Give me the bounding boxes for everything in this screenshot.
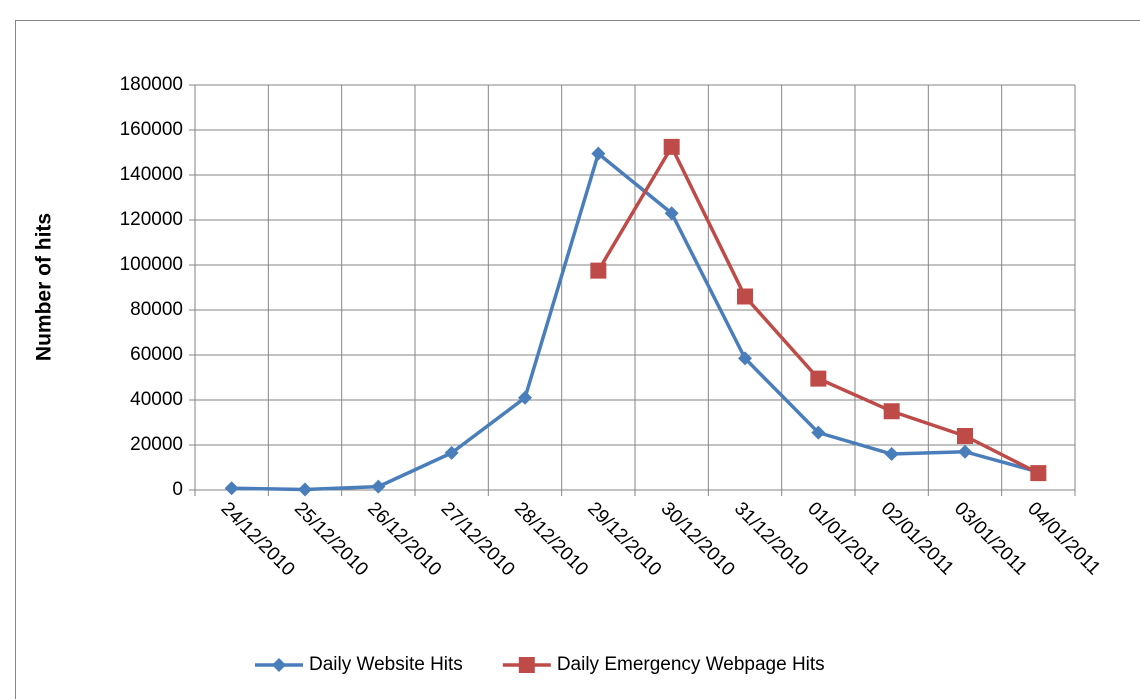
y-tick-label: 20000	[130, 434, 183, 455]
y-tick-label: 180000	[120, 74, 183, 95]
point-marker	[518, 657, 535, 673]
series-line	[231, 151, 1039, 492]
point-marker	[298, 482, 312, 497]
point-marker	[224, 481, 239, 496]
point-marker	[590, 262, 607, 279]
point-marker	[663, 138, 680, 155]
point-marker	[371, 479, 386, 494]
chart-frame	[15, 20, 1140, 699]
point-marker	[1030, 465, 1047, 482]
point-marker	[444, 445, 459, 460]
legend-label: Daily Website Hits	[309, 654, 463, 675]
y-axis-label: Number of hits	[33, 213, 56, 361]
point-marker	[883, 403, 900, 420]
y-tick-label: 120000	[120, 209, 183, 230]
point-marker	[957, 428, 973, 444]
y-tick-label: 160000	[120, 119, 183, 140]
y-tick-label: 0	[172, 479, 183, 500]
point-marker	[272, 658, 286, 672]
point-marker	[884, 447, 899, 461]
point-marker	[591, 146, 606, 161]
point-marker	[664, 206, 679, 221]
y-tick-label: 80000	[130, 299, 183, 320]
point-marker	[737, 288, 753, 305]
y-tick-label: 60000	[130, 344, 183, 365]
point-marker	[518, 390, 532, 405]
point-marker	[738, 351, 752, 366]
y-tick-label: 40000	[130, 389, 183, 410]
legend-label: Daily Emergency Webpage Hits	[557, 654, 825, 675]
point-marker	[811, 425, 826, 440]
point-marker	[958, 444, 972, 459]
y-tick-label: 100000	[120, 254, 183, 275]
point-marker	[810, 370, 827, 387]
y-tick-label: 140000	[120, 164, 183, 185]
